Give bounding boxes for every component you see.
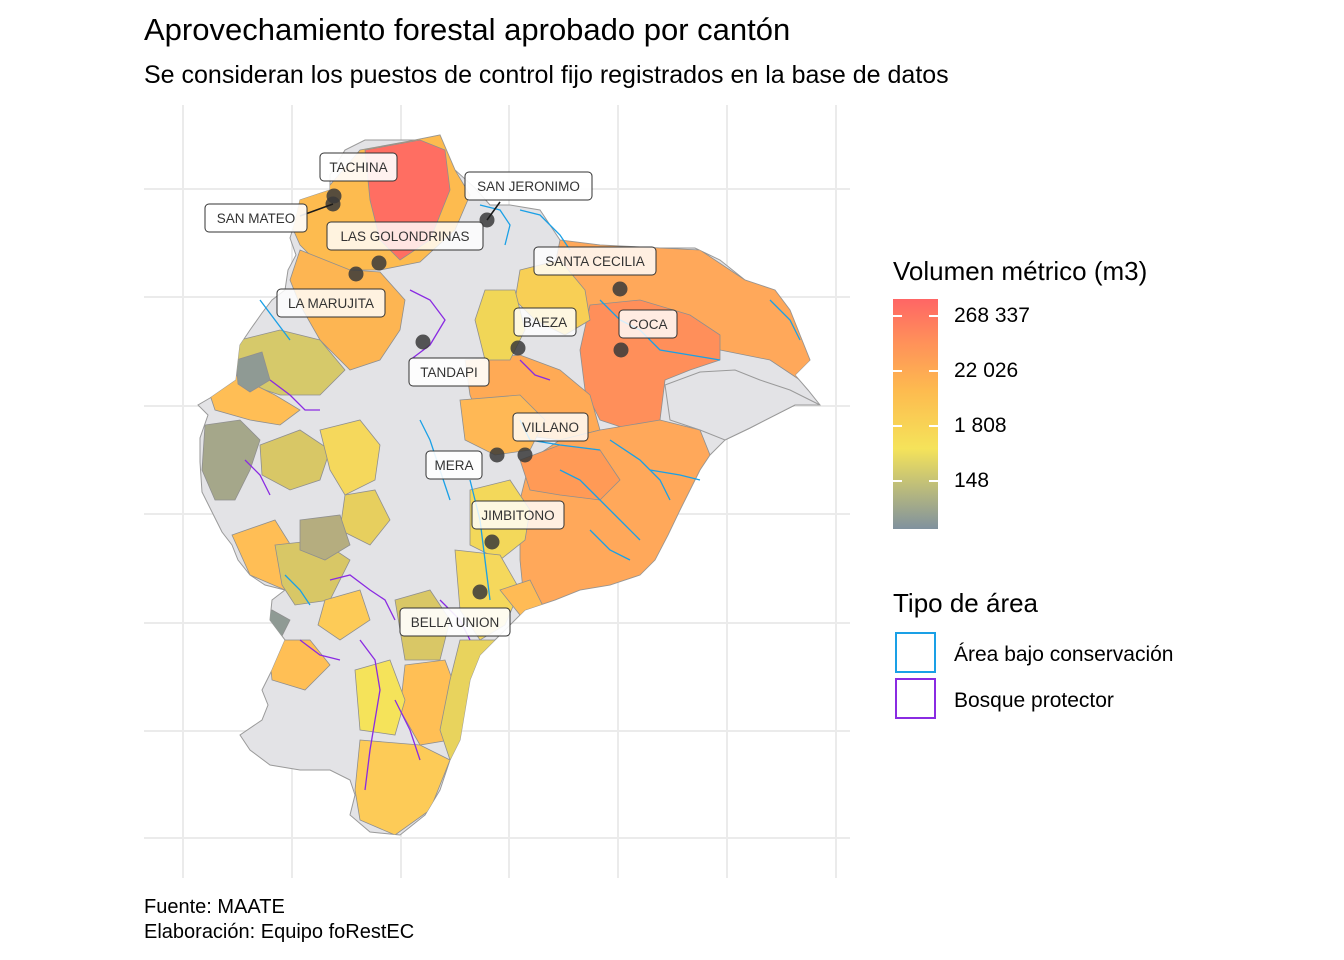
label-villano: VILLANO bbox=[512, 412, 589, 442]
label-coca: COCA bbox=[618, 309, 678, 339]
no-data-region bbox=[664, 369, 821, 441]
label-santa-cecilia: SANTA CECILIA bbox=[533, 246, 657, 276]
svg-text:SAN JERONIMO: SAN JERONIMO bbox=[477, 179, 580, 194]
caption-credit: Elaboración: Equipo foRestEC bbox=[144, 921, 415, 943]
label-jimbitono: JIMBITONO bbox=[471, 500, 565, 530]
protector-swatch bbox=[895, 678, 936, 719]
point-santa-cecilia bbox=[612, 281, 628, 297]
label-mera: MERA bbox=[425, 450, 483, 480]
label-san-mateo: SAN MATEO bbox=[204, 203, 308, 233]
protector-legend-label: Bosque protector bbox=[954, 689, 1114, 712]
volume-tick-4: 148 bbox=[954, 469, 990, 492]
volume-tick-1: 268 337 bbox=[954, 304, 1030, 327]
point-las-golondrinas-b bbox=[348, 266, 364, 282]
map-subtitle: Se consideran los puestos de control fij… bbox=[144, 61, 949, 89]
caption-source: Fuente: MAATE bbox=[144, 896, 285, 918]
svg-text:LAS GOLONDRINAS: LAS GOLONDRINAS bbox=[340, 229, 469, 244]
label-baeza: BAEZA bbox=[513, 307, 577, 337]
label-tachina: TACHINA bbox=[319, 152, 398, 182]
svg-text:JIMBITONO: JIMBITONO bbox=[481, 508, 554, 523]
point-villano bbox=[517, 447, 533, 463]
svg-text:VILLANO: VILLANO bbox=[522, 420, 579, 435]
label-san-jeronimo: SAN JERONIMO bbox=[464, 171, 593, 201]
point-baeza bbox=[510, 340, 526, 356]
map-title: Aprovechamiento forestal aprobado por ca… bbox=[144, 12, 791, 47]
volume-colorbar bbox=[893, 299, 938, 529]
svg-text:SAN MATEO: SAN MATEO bbox=[217, 211, 296, 226]
point-jimbitono bbox=[484, 534, 500, 550]
svg-text:TANDAPI: TANDAPI bbox=[420, 365, 478, 380]
svg-text:BAEZA: BAEZA bbox=[523, 315, 567, 330]
area-legend-title: Tipo de área bbox=[893, 588, 1039, 618]
volume-legend-title: Volumen métrico (m3) bbox=[893, 256, 1148, 286]
label-la-marujita: LA MARUJITA bbox=[276, 288, 386, 318]
conservation-swatch bbox=[895, 632, 936, 673]
label-tandapi: TANDAPI bbox=[408, 357, 490, 387]
label-las-golondrinas: LAS GOLONDRINAS bbox=[326, 221, 484, 251]
point-las-golondrinas-a bbox=[371, 255, 387, 271]
svg-text:SANTA CECILIA: SANTA CECILIA bbox=[545, 254, 645, 269]
volume-tick-3: 1 808 bbox=[954, 414, 1007, 437]
conservation-legend-label: Área bajo conservación bbox=[954, 643, 1174, 666]
point-mera bbox=[489, 447, 505, 463]
svg-text:LA MARUJITA: LA MARUJITA bbox=[288, 296, 374, 311]
conservation-areas bbox=[259, 204, 801, 606]
point-coca bbox=[613, 342, 629, 358]
control-point-markers bbox=[325, 188, 629, 600]
svg-text:TACHINA: TACHINA bbox=[329, 160, 387, 175]
control-point-labels: TACHINA SAN JERONIMO SAN MATEO LAS GOLON… bbox=[204, 152, 678, 637]
point-tandapi bbox=[415, 334, 431, 350]
point-bella-union bbox=[472, 584, 488, 600]
svg-text:COCA: COCA bbox=[628, 317, 667, 332]
svg-text:MERA: MERA bbox=[434, 458, 473, 473]
label-bella-union: BELLA UNION bbox=[399, 607, 511, 637]
volume-tick-2: 22 026 bbox=[954, 359, 1019, 382]
svg-text:BELLA UNION: BELLA UNION bbox=[411, 615, 500, 630]
